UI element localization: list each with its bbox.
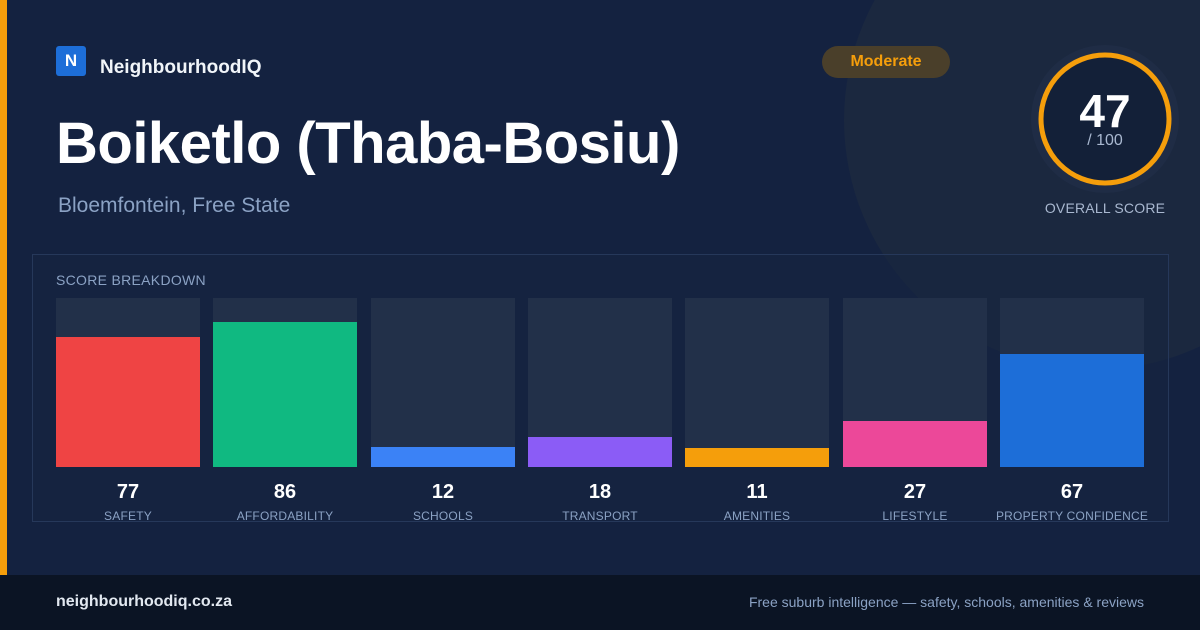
bar-value: 77 [116,481,140,503]
bar-track [56,298,200,467]
bar-value: 11 [746,481,768,503]
overall-score-value: 47 [1079,85,1131,137]
bar-label: PROPERTY CONFIDENCE [995,509,1149,523]
score-bar-lifestyle: 27 LIFESTYLE [843,298,987,523]
bar-label: TRANSPORT [562,509,638,523]
bar-track [371,298,515,467]
bar-value: 18 [588,481,612,503]
bar-fill [371,447,515,467]
bar-fill [685,448,829,467]
bar-track [1000,298,1144,467]
bar-fill [528,437,672,467]
bar-fill [56,337,200,467]
footer-url[interactable]: neighbourhoodiq.co.za [56,593,232,610]
bar-label: LIFESTYLE [882,509,948,523]
bar-label: AFFORDABILITY [236,509,334,523]
bar-label: SCHOOLS [412,509,474,523]
bar-label: AMENITIES [723,509,791,523]
score-bar-affordability: 86 AFFORDABILITY [213,298,357,523]
bar-track [685,298,829,467]
score-breakdown-title: SCORE BREAKDOWN [56,272,206,288]
bar-fill [1000,354,1144,467]
footer [0,575,1200,630]
bar-value: 86 [273,481,297,503]
bar-value: 12 [431,481,455,503]
score-bar-property-confidence: 67 PROPERTY CONFIDENCE [996,298,1148,523]
overall-score-caption: OVERALL SCORE [1044,200,1166,216]
bar-label: SAFETY [104,509,152,523]
score-bar-amenities: 11 AMENITIES [685,298,829,523]
bar-value: 27 [903,481,927,503]
bar-track [528,298,672,467]
bar-value: 67 [1060,481,1084,503]
score-bar-transport: 18 TRANSPORT [528,298,672,523]
logo-icon: N [56,46,86,76]
bar-fill [213,322,357,467]
footer-tagline: Free suburb intelligence — safety, schoo… [748,594,1144,610]
rating-badge: Moderate [822,46,950,78]
score-bar-safety: 77 SAFETY [56,298,200,523]
bar-track [843,298,987,467]
overall-score-ring [1031,45,1179,193]
overall-score-arc [1038,52,1172,186]
bar-track [213,298,357,467]
brand-name: NeighbourhoodIQ [100,57,262,78]
suburb-location: Bloemfontein, Free State [58,194,291,217]
score-bar-schools: 12 SCHOOLS [371,298,515,523]
accent-bar [0,0,7,575]
bar-fill [843,421,987,467]
overall-score-max: / 100 [1087,132,1123,149]
suburb-title: Boiketlo (Thaba-Bosiu) [56,111,680,176]
